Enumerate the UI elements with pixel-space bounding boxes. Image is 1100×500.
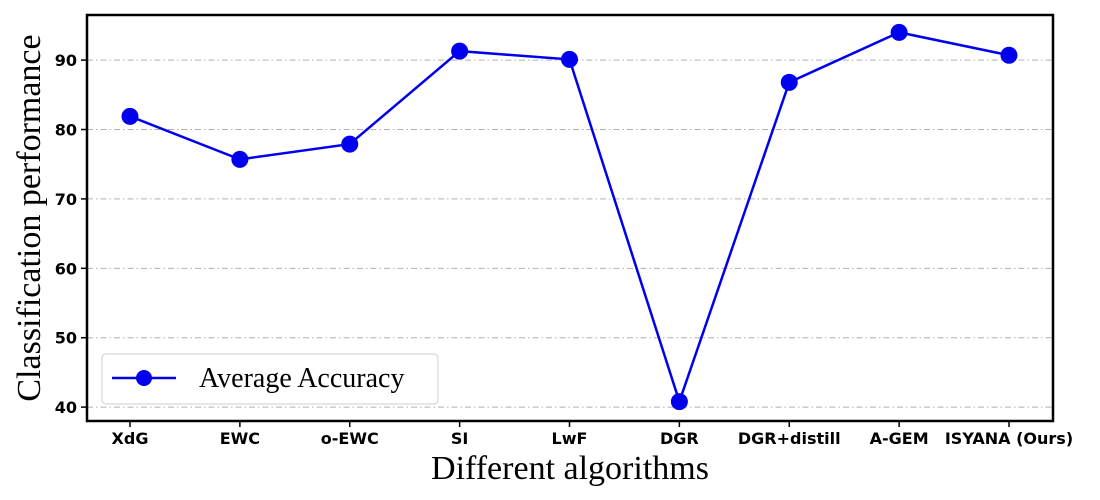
data-point-xdg	[121, 107, 139, 125]
data-point-si	[451, 42, 469, 60]
x-tick-label-3: SI	[451, 429, 468, 448]
y-tick-label-80: 80	[55, 121, 77, 140]
x-tick-label-2: o-EWC	[321, 429, 379, 448]
data-point-isyana-ours-	[1000, 46, 1018, 64]
y-tick-label-50: 50	[55, 329, 77, 348]
x-tick-label-7: A-GEM	[870, 429, 929, 448]
x-tick-label-0: XdG	[112, 429, 149, 448]
x-tick-label-6: DGR+distill	[738, 429, 841, 448]
x-axis-ticks: XdG EWC o-EWC SI LwF DGR DGR+distill A-GEM ISYAN…	[112, 421, 1073, 448]
series-line-0	[129, 31, 1010, 406]
y-tick-label-70: 70	[55, 190, 77, 209]
legend-label: Average Accuracy	[199, 363, 404, 394]
data-point-dgr-distill	[780, 73, 798, 91]
x-tick-label-8: ISYANA (Ours)	[945, 429, 1073, 448]
x-tick-label-1: EWC	[220, 429, 260, 448]
data-point-dgr	[670, 393, 688, 411]
y-axis-ticks: 40 50 60 70 80 90	[55, 51, 87, 417]
y-axis-title: Classification performance	[11, 34, 48, 401]
legend: Average Accuracy	[101, 353, 439, 405]
legend-box	[101, 353, 439, 405]
x-axis-title: Different algorithms	[431, 450, 709, 487]
data-point-ewc	[231, 150, 249, 168]
y-tick-label-40: 40	[55, 398, 77, 417]
y-tick-label-60: 60	[55, 259, 77, 278]
legend-marker-swatch	[136, 370, 152, 386]
data-point-o-ewc	[341, 135, 359, 153]
series-layer	[121, 23, 1018, 411]
x-tick-label-5: DGR	[660, 429, 699, 448]
data-point-lwf	[561, 50, 578, 68]
y-tick-label-90: 90	[55, 51, 77, 70]
x-tick-label-4: LwF	[552, 429, 588, 448]
data-point-a-gem	[890, 23, 908, 41]
